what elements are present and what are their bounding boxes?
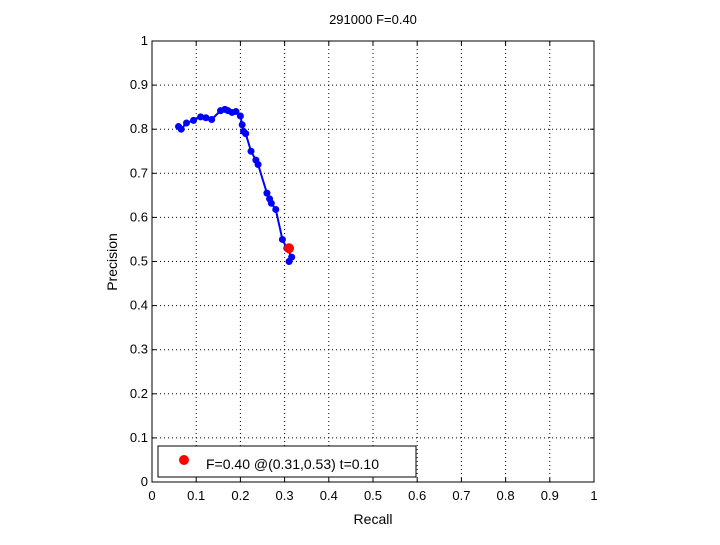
x-tick-label: 0	[148, 488, 155, 503]
data-point	[272, 205, 280, 213]
y-tick-label: 0.1	[130, 430, 148, 445]
data-point	[232, 108, 240, 116]
x-axis-label: Recall	[354, 511, 393, 527]
data-point	[197, 113, 205, 121]
x-tick-label: 1	[590, 488, 597, 503]
best-f-point	[284, 243, 295, 254]
data-point	[285, 258, 293, 265]
x-tick-label: 0.1	[187, 488, 205, 503]
data-point	[236, 112, 244, 120]
data-point	[190, 116, 198, 124]
data-point	[263, 189, 271, 197]
y-tick-label: 0.8	[130, 121, 148, 136]
data-point	[182, 119, 190, 127]
x-tick-label: 0.3	[276, 488, 294, 503]
y-tick-label: 0	[141, 474, 148, 489]
y-tick-label: 0.5	[130, 254, 148, 269]
y-axis-label: Precision	[104, 233, 120, 291]
y-tick-label: 0.4	[130, 298, 148, 313]
x-tick-label: 0.8	[497, 488, 515, 503]
y-tick-label: 0.3	[130, 342, 148, 357]
y-tick-label: 0.2	[130, 386, 148, 401]
legend-box	[157, 445, 417, 478]
highlight-layer	[284, 243, 295, 254]
x-tick-label: 0.4	[320, 488, 338, 503]
series-layer	[175, 105, 296, 265]
y-tick-label: 0.6	[130, 209, 148, 224]
data-point	[208, 115, 216, 123]
x-tick-label: 0.7	[452, 488, 470, 503]
data-point	[247, 147, 255, 155]
data-point	[242, 130, 250, 138]
y-tick-label: 0.9	[130, 77, 148, 92]
data-point	[267, 199, 275, 207]
data-point	[202, 114, 210, 122]
data-point	[238, 121, 246, 129]
x-tick-label: 0.9	[541, 488, 559, 503]
x-tick-label: 0.2	[231, 488, 249, 503]
x-tick-label: 0.5	[364, 488, 382, 503]
chart-title: 291000 F=0.40	[329, 12, 417, 27]
legend: F=0.40 @(0.31,0.53) t=0.10	[157, 445, 417, 478]
y-tick-label: 1	[141, 33, 148, 48]
legend-label: F=0.40 @(0.31,0.53) t=0.10	[206, 456, 379, 472]
y-tick-label: 0.7	[130, 165, 148, 180]
data-point	[254, 160, 262, 168]
legend-marker	[179, 455, 189, 465]
x-tick-label: 0.6	[408, 488, 426, 503]
data-point	[278, 235, 286, 243]
grid	[152, 41, 594, 482]
data-point	[177, 125, 185, 133]
ticks: 0 0.1 0.2 0.3 0.4 0.5 0.6 0.7 0.8 0.9 1 0 0.1 0.2 0.3 0…	[130, 33, 598, 503]
